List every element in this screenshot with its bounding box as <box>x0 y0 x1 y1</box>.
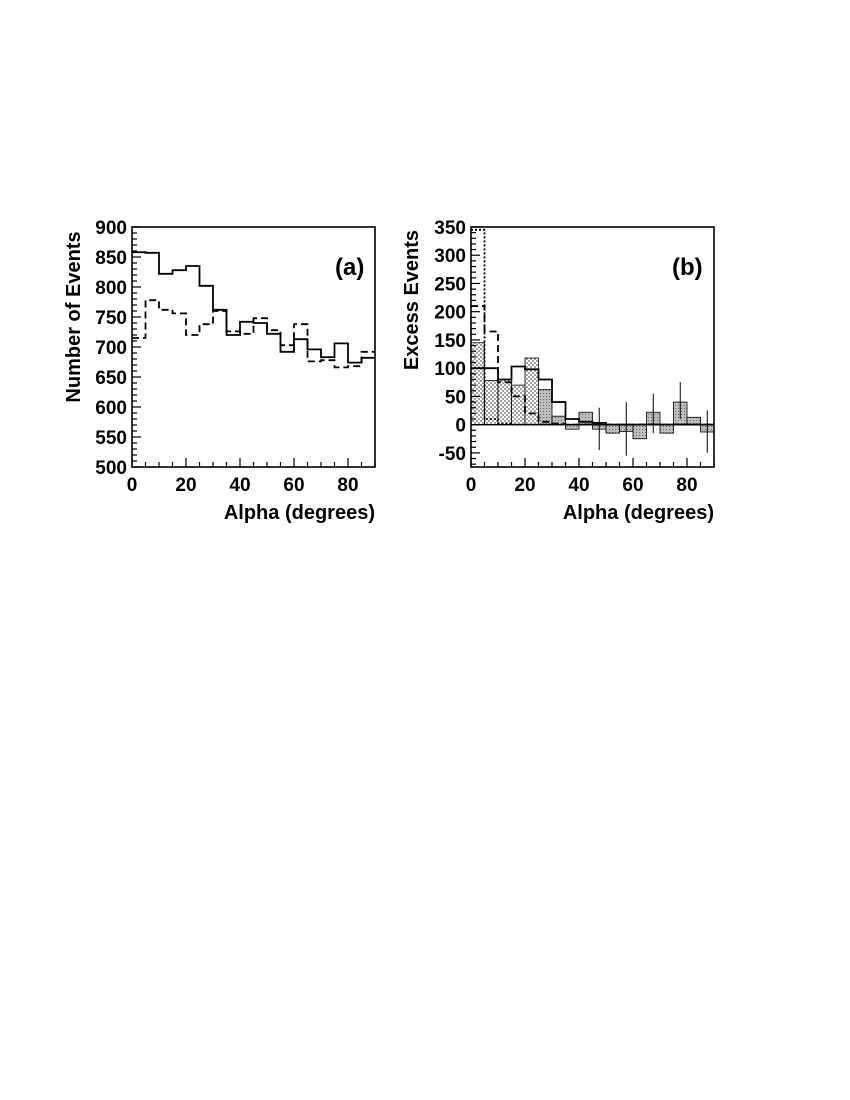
excess-bar <box>605 424 620 434</box>
y-tick-label-a: 850 <box>95 248 127 269</box>
y-axis-title-a: Number of Events <box>63 231 85 402</box>
x-axis-title-b: Alpha (degrees) <box>563 502 714 524</box>
y-tick-label-b: 50 <box>445 387 466 408</box>
y-tick-label-a: 700 <box>95 338 127 359</box>
x-tick-label-a: 60 <box>283 475 304 496</box>
panel-label-a: (a) <box>335 254 364 281</box>
series-line-dashed <box>471 305 714 426</box>
y-axis-title-b: Excess Events <box>401 230 423 370</box>
y-tick-label-a: 550 <box>95 428 127 449</box>
y-tick-label-b: 150 <box>434 331 466 352</box>
excess-bar <box>497 379 512 426</box>
x-tick-label-a: 80 <box>337 475 358 496</box>
y-tick-label-b: -50 <box>439 444 466 465</box>
series-line-solid <box>132 251 375 364</box>
excess-bar <box>578 411 593 426</box>
y-tick-label-a: 650 <box>95 368 127 389</box>
x-tick-label-b: 20 <box>514 475 535 496</box>
excess-bar <box>632 424 647 440</box>
excess-bar <box>538 389 553 426</box>
y-tick-label-b: 250 <box>434 274 466 295</box>
x-tick-label-a: 40 <box>229 475 250 496</box>
tick-labels-a: 0 20 40 60 80 500 550 600 650 700 750 800 850 900 <box>95 218 358 496</box>
y-tick-label-a: 800 <box>95 278 127 299</box>
y-tick-label-b: 200 <box>434 303 466 324</box>
series-a <box>132 251 375 369</box>
y-tick-label-b: 300 <box>434 246 466 267</box>
x-tick-label-b: 0 <box>466 475 477 496</box>
x-tick-label-b: 60 <box>622 475 643 496</box>
x-tick-label-b: 80 <box>676 475 697 496</box>
excess-bar <box>470 342 485 426</box>
x-tick-label-a: 20 <box>175 475 196 496</box>
x-tick-label-a: 0 <box>127 475 138 496</box>
panel-a: 0 20 40 60 80 500 550 600 650 700 750 800 850 900 (a)… <box>63 218 376 524</box>
excess-bar <box>484 380 499 426</box>
y-tick-label-b: 0 <box>455 416 466 437</box>
error-bars-b <box>598 382 708 456</box>
y-tick-label-a: 600 <box>95 398 127 419</box>
y-tick-label-a: 500 <box>95 458 127 479</box>
excess-bar <box>524 357 539 426</box>
y-tick-label-b: 350 <box>434 218 466 239</box>
excess-bar <box>511 384 526 426</box>
ticks-a <box>131 226 376 468</box>
x-tick-label-b: 40 <box>568 475 589 496</box>
ticks-b <box>470 226 715 467</box>
series-line-dashed <box>132 299 375 369</box>
x-axis-title-a: Alpha (degrees) <box>224 502 375 524</box>
y-tick-label-a: 750 <box>95 308 127 329</box>
panel-label-b: (b) <box>672 254 703 281</box>
y-tick-label-b: 100 <box>434 359 466 380</box>
excess-bar <box>686 416 701 426</box>
series-line-dotted <box>471 228 714 426</box>
y-tick-label-a: 900 <box>95 218 127 239</box>
excess-bar <box>659 424 674 434</box>
